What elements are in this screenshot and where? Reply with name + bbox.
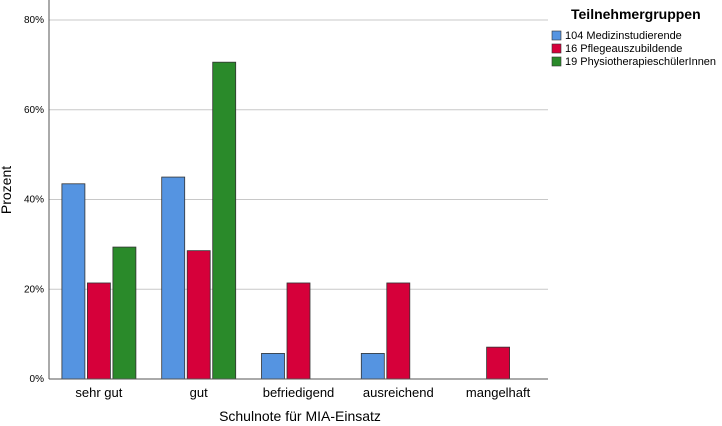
- bar: [286, 282, 311, 380]
- bars: [61, 61, 511, 380]
- legend-label: 19 PhysiotherapieschülerInnen: [565, 56, 716, 68]
- bar: [486, 346, 511, 380]
- y-tick-label: 0%: [30, 374, 45, 385]
- y-axis-ticks: 0% 20% 40% 60% 80%: [24, 15, 44, 385]
- bar: [212, 61, 237, 380]
- y-axis-title: Prozent: [0, 166, 14, 214]
- y-tick-label: 40%: [24, 195, 44, 206]
- bar: [386, 282, 411, 380]
- bar: [61, 183, 86, 380]
- x-tick-label: mangelhaft: [466, 385, 531, 400]
- bar: [87, 282, 111, 380]
- bar: [360, 353, 385, 380]
- legend-label: 16 Pflegeauszubildende: [565, 43, 682, 55]
- x-axis-title: Schulnote für MIA-Einsatz: [219, 408, 381, 424]
- x-tick-label: gut: [190, 385, 208, 400]
- y-tick-label: 20%: [24, 284, 44, 295]
- legend: Teilnehmergruppen 104 Medizinstudierende…: [551, 6, 716, 68]
- legend-title: Teilnehmergruppen: [571, 6, 701, 22]
- bar: [161, 176, 186, 380]
- y-tick-label: 60%: [24, 105, 44, 116]
- legend-swatch: [551, 30, 562, 41]
- legend-label: 104 Medizinstudierende: [565, 30, 682, 42]
- x-axis-categories: sehr gut gut befriedigend ausreichend mangel…: [75, 385, 530, 400]
- bar: [186, 250, 211, 380]
- y-tick-label: 80%: [24, 15, 44, 26]
- legend-swatch: [551, 56, 562, 67]
- x-tick-label: sehr gut: [75, 385, 122, 400]
- x-tick-label: ausreichend: [363, 385, 434, 400]
- bar: [261, 353, 285, 380]
- legend-swatch: [551, 43, 562, 54]
- bar: [112, 246, 137, 380]
- x-tick-label: befriedigend: [263, 385, 335, 400]
